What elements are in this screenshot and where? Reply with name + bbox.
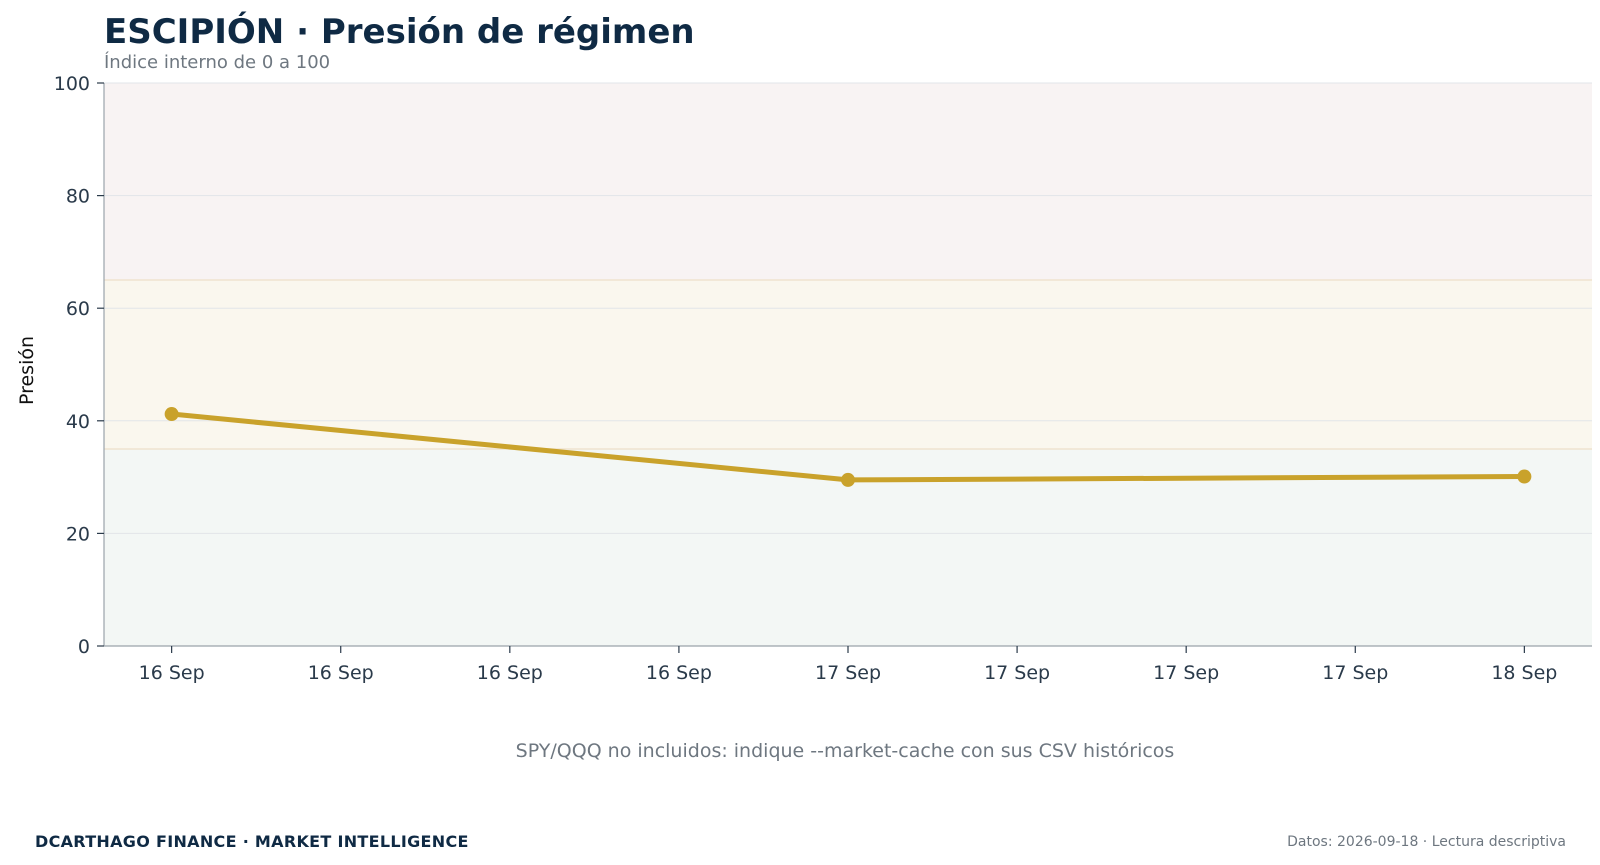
x-tick-label: 17 Sep xyxy=(984,662,1050,684)
y-tick-label: 60 xyxy=(66,298,90,320)
data-point-0 xyxy=(164,407,179,422)
x-tick-label: 17 Sep xyxy=(1153,662,1219,684)
x-tick-label: 16 Sep xyxy=(477,662,543,684)
band-1 xyxy=(104,280,1592,449)
x-tick-label: 17 Sep xyxy=(815,662,881,684)
y-tick-label: 40 xyxy=(66,411,90,433)
y-tick-label: 0 xyxy=(78,636,90,658)
x-tick-label: 18 Sep xyxy=(1491,662,1557,684)
y-tick-label: 80 xyxy=(66,186,90,208)
brand-footer: DCARTHAGO FINANCE · MARKET INTELLIGENCE xyxy=(35,832,469,851)
x-tick-label: 16 Sep xyxy=(139,662,205,684)
chart-subtitle: Índice interno de 0 a 100 xyxy=(104,52,331,73)
x-tick-label: 16 Sep xyxy=(308,662,374,684)
data-point-2 xyxy=(1517,469,1532,484)
chart-title: ESCIPIÓN · Presión de régimen xyxy=(104,12,695,52)
band-2 xyxy=(104,83,1592,281)
y-tick-label: 20 xyxy=(66,523,90,545)
y-tick-label: 100 xyxy=(54,73,90,95)
data-point-1 xyxy=(841,472,855,487)
x-tick-label: 16 Sep xyxy=(646,662,712,684)
data-date-footer: Datos: 2026-09-18 · Lectura descriptiva xyxy=(1287,834,1566,850)
data-note: SPY/QQQ no incluidos: indique --market-c… xyxy=(515,740,1175,762)
x-tick-label: 17 Sep xyxy=(1322,662,1388,684)
y-axis-label: Presión xyxy=(16,336,38,405)
